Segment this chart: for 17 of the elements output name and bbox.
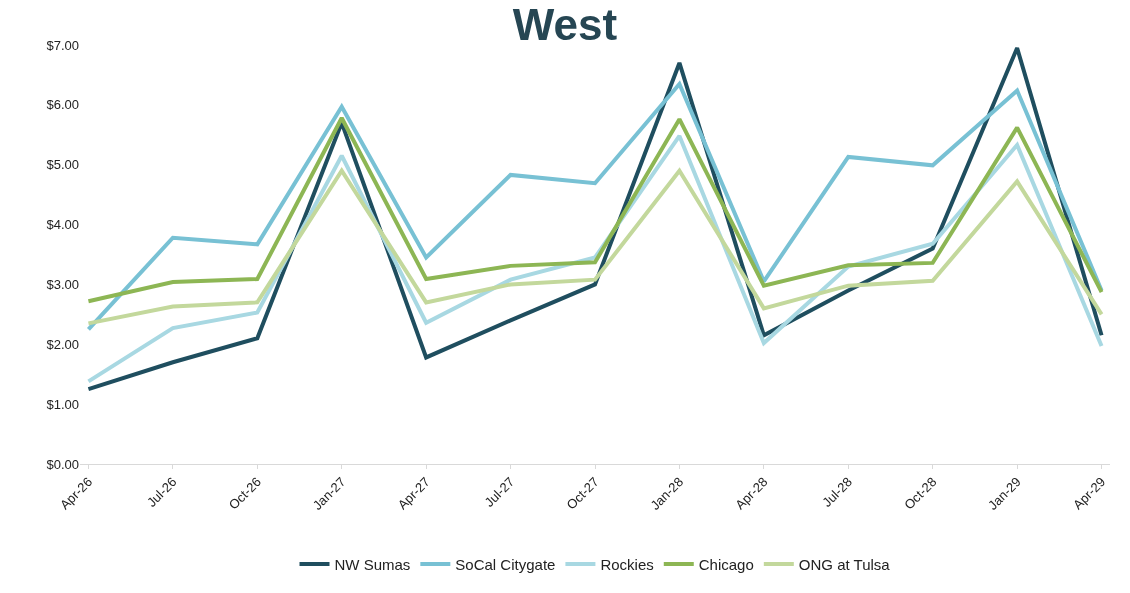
y-tick-label: $0.00	[46, 456, 79, 472]
legend-label: Chicago	[698, 555, 754, 573]
y-tick-label: $4.00	[46, 217, 79, 233]
legend-label: ONG at Tulsa	[798, 555, 891, 573]
line-series	[86, 116, 1104, 304]
y-tick-label: $3.00	[46, 276, 79, 292]
y-tick-label: $6.00	[46, 97, 79, 113]
y-tick-label: $7.00	[46, 37, 79, 53]
chart-title: West	[512, 0, 618, 49]
line-series	[86, 81, 1104, 332]
legend-label: Rockies	[600, 555, 654, 573]
y-tick-label: $5.00	[46, 157, 79, 173]
line-series	[86, 168, 1104, 326]
legend-label: NW Sumas	[334, 555, 411, 573]
y-tick-label: $2.00	[46, 336, 79, 352]
y-tick-label: $1.00	[46, 396, 79, 412]
legend-label: SoCal Citygate	[455, 555, 556, 573]
